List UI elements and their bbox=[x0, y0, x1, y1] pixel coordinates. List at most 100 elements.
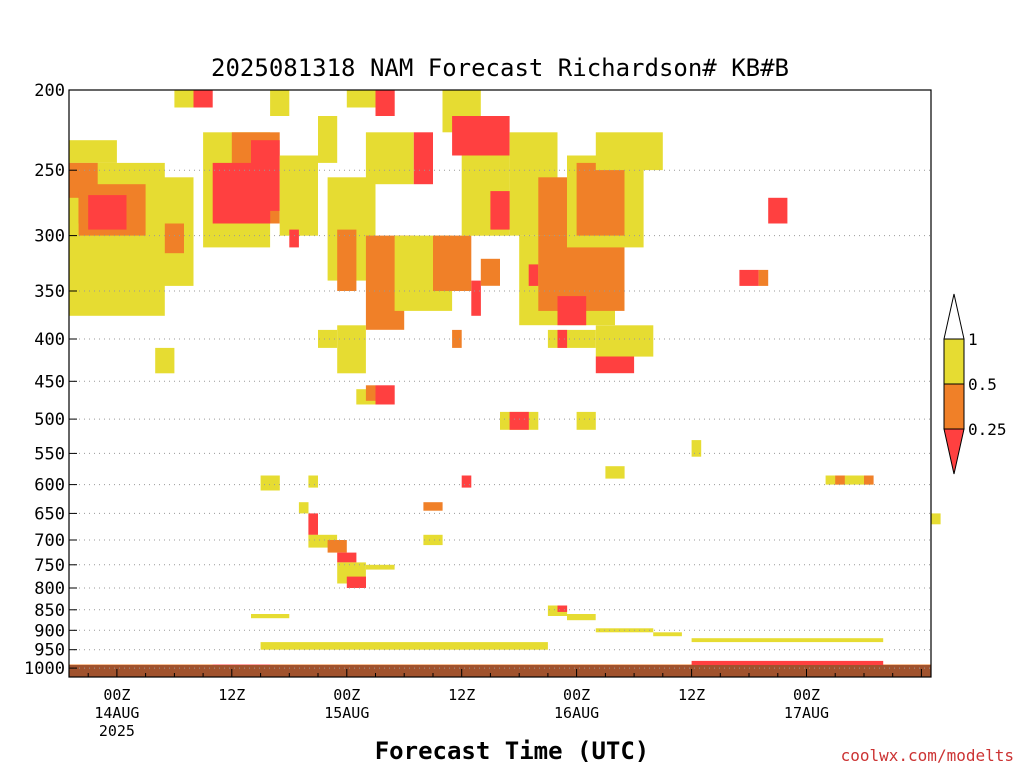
heatmap-cell-b05_1 bbox=[270, 90, 290, 116]
y-tick-label: 600 bbox=[34, 476, 65, 496]
plot-frame bbox=[68, 89, 932, 678]
heatmap-cell-b05_1 bbox=[318, 329, 338, 348]
y-axis: 200 250 300 350 400 450 500 550 600 650 700 750 8008… bbox=[24, 81, 77, 679]
x-tick-label: 12Z bbox=[448, 686, 475, 704]
y-tick-label: 1000 bbox=[24, 659, 65, 679]
heatmap-cell-b025_05 bbox=[480, 258, 500, 286]
heatmap-cell-lt025 bbox=[375, 385, 395, 405]
y-tick-label: 700 bbox=[34, 531, 65, 551]
legend-swatch-gt1 bbox=[943, 293, 965, 340]
heatmap-cell-b05_1 bbox=[576, 411, 596, 430]
heatmap-cell-b05_1 bbox=[337, 325, 366, 374]
x-tick-label: 16AUG bbox=[554, 704, 599, 722]
heatmap-cell-lt025 bbox=[289, 229, 299, 248]
ground-band bbox=[69, 665, 931, 677]
heatmap-cells bbox=[69, 90, 941, 669]
x-axis-label: Forecast Time (UTC) bbox=[375, 737, 650, 765]
x-tick-label: 2025 bbox=[99, 722, 135, 740]
y-tick-label: 400 bbox=[34, 330, 65, 350]
chart-title: 2025081318 NAM Forecast Richardson# KB#B bbox=[211, 54, 789, 82]
y-tick-label: 250 bbox=[34, 161, 65, 181]
heatmap-cell-b025_05 bbox=[337, 229, 357, 291]
heatmap-cell-lt025 bbox=[557, 605, 568, 612]
heatmap-cell-lt025 bbox=[413, 132, 433, 185]
x-tick-label: 14AUG bbox=[94, 704, 139, 722]
heatmap-cell-b025_05 bbox=[327, 540, 347, 553]
heatmap-cell-b05_1 bbox=[318, 116, 338, 163]
heatmap-cell-lt025 bbox=[346, 576, 366, 588]
heatmap-cell-lt025 bbox=[375, 90, 395, 116]
x-tick-label: 00Z bbox=[333, 686, 360, 704]
y-tick-label: 300 bbox=[34, 227, 65, 247]
y-tick-label: 900 bbox=[34, 621, 65, 641]
x-tick-label: 17AUG bbox=[784, 704, 829, 722]
heatmap-cell-b05_1 bbox=[365, 132, 414, 185]
heatmap-cell-lt025 bbox=[595, 356, 635, 374]
heatmap-cell-b025_05 bbox=[423, 502, 443, 511]
heatmap-cell-b05_1 bbox=[423, 534, 443, 546]
heatmap-cell-b05_1 bbox=[825, 475, 874, 485]
heatmap-cell-lt025 bbox=[251, 140, 280, 211]
heatmap-cell-b05_1 bbox=[605, 466, 625, 479]
legend-swatch-b05_1 bbox=[943, 338, 965, 385]
heatmap-cell-lt025 bbox=[337, 552, 357, 563]
heatmap-cell-b05_1 bbox=[308, 475, 318, 488]
heatmap-cell-b05_1 bbox=[931, 513, 941, 525]
heatmap-cell-b025_05 bbox=[758, 269, 769, 286]
heatmap-cell-lt025 bbox=[452, 116, 510, 156]
x-tick-label: 15AUG bbox=[324, 704, 369, 722]
y-tick-label: 750 bbox=[34, 556, 65, 576]
heatmap-cell-b05_1 bbox=[653, 632, 682, 637]
y-tick-label: 800 bbox=[34, 579, 65, 599]
heatmap-cell-lt025 bbox=[557, 296, 587, 326]
heatmap-cell-b05_1 bbox=[567, 614, 596, 621]
heatmap-cell-lt025 bbox=[557, 329, 568, 348]
legend-swatch-b025_05 bbox=[943, 383, 965, 430]
heatmap-cell-b025_05 bbox=[576, 162, 625, 236]
heatmap-cell-b025_05 bbox=[164, 223, 184, 254]
legend-label: 0.25 bbox=[968, 420, 1007, 439]
x-tick-label: 00Z bbox=[103, 686, 130, 704]
x-tick-label: 12Z bbox=[678, 686, 705, 704]
y-tick-label: 950 bbox=[34, 641, 65, 661]
heatmap-cell-b05_1 bbox=[365, 564, 395, 570]
y-tick-label: 850 bbox=[34, 601, 65, 621]
heatmap-cell-b05_1 bbox=[547, 329, 596, 348]
legend-label: 1 bbox=[968, 330, 978, 349]
heatmap-cell-b05_1 bbox=[260, 475, 280, 491]
heatmap-cell-lt025 bbox=[308, 513, 318, 535]
heatmap-cell-lt025 bbox=[691, 660, 884, 669]
y-tick-label: 550 bbox=[34, 444, 65, 464]
credit-text: coolwx.com/modelts bbox=[841, 746, 1014, 765]
x-tick-label: 12Z bbox=[218, 686, 245, 704]
heatmap-cell-b025_05 bbox=[864, 475, 874, 485]
y-tick-label: 350 bbox=[34, 282, 65, 302]
heatmap-cell-b025_05 bbox=[433, 235, 472, 291]
heatmap-cell-b05_1 bbox=[595, 325, 654, 357]
heatmap-cell-b05_1 bbox=[279, 155, 318, 236]
heatmap-cell-lt025 bbox=[739, 269, 759, 286]
heatmap-cell-b025_05 bbox=[835, 475, 845, 485]
heatmap-cell-b05_1 bbox=[251, 614, 290, 619]
x-tick-label: 00Z bbox=[793, 686, 820, 704]
heatmap-cell-b05_1 bbox=[691, 638, 884, 643]
heatmap-cell-lt025 bbox=[509, 411, 529, 430]
heatmap-cell-b05_1 bbox=[69, 140, 117, 163]
y-tick-label: 500 bbox=[34, 410, 65, 430]
colorbar-legend: 1 0.5 0.25 bbox=[943, 293, 1007, 475]
heatmap-cell-lt025 bbox=[471, 280, 481, 316]
heatmap-cell-lt025 bbox=[461, 475, 472, 488]
x-tick-label: 00Z bbox=[563, 686, 590, 704]
heatmap-cell-b05_1 bbox=[595, 132, 663, 171]
legend-swatch-lt025 bbox=[943, 428, 965, 475]
heatmap-cell-b05_1 bbox=[691, 440, 702, 457]
heatmap-cell-b025_05 bbox=[452, 329, 462, 348]
heatmap-cell-lt025 bbox=[768, 197, 788, 224]
legend-label: 0.5 bbox=[968, 375, 997, 394]
heatmap-cell-lt025 bbox=[193, 90, 213, 108]
heatmap-cell-lt025 bbox=[88, 195, 127, 230]
heatmap-cell-b05_1 bbox=[155, 347, 175, 374]
y-tick-label: 450 bbox=[34, 372, 65, 392]
heatmap-cell-lt025 bbox=[528, 264, 539, 286]
